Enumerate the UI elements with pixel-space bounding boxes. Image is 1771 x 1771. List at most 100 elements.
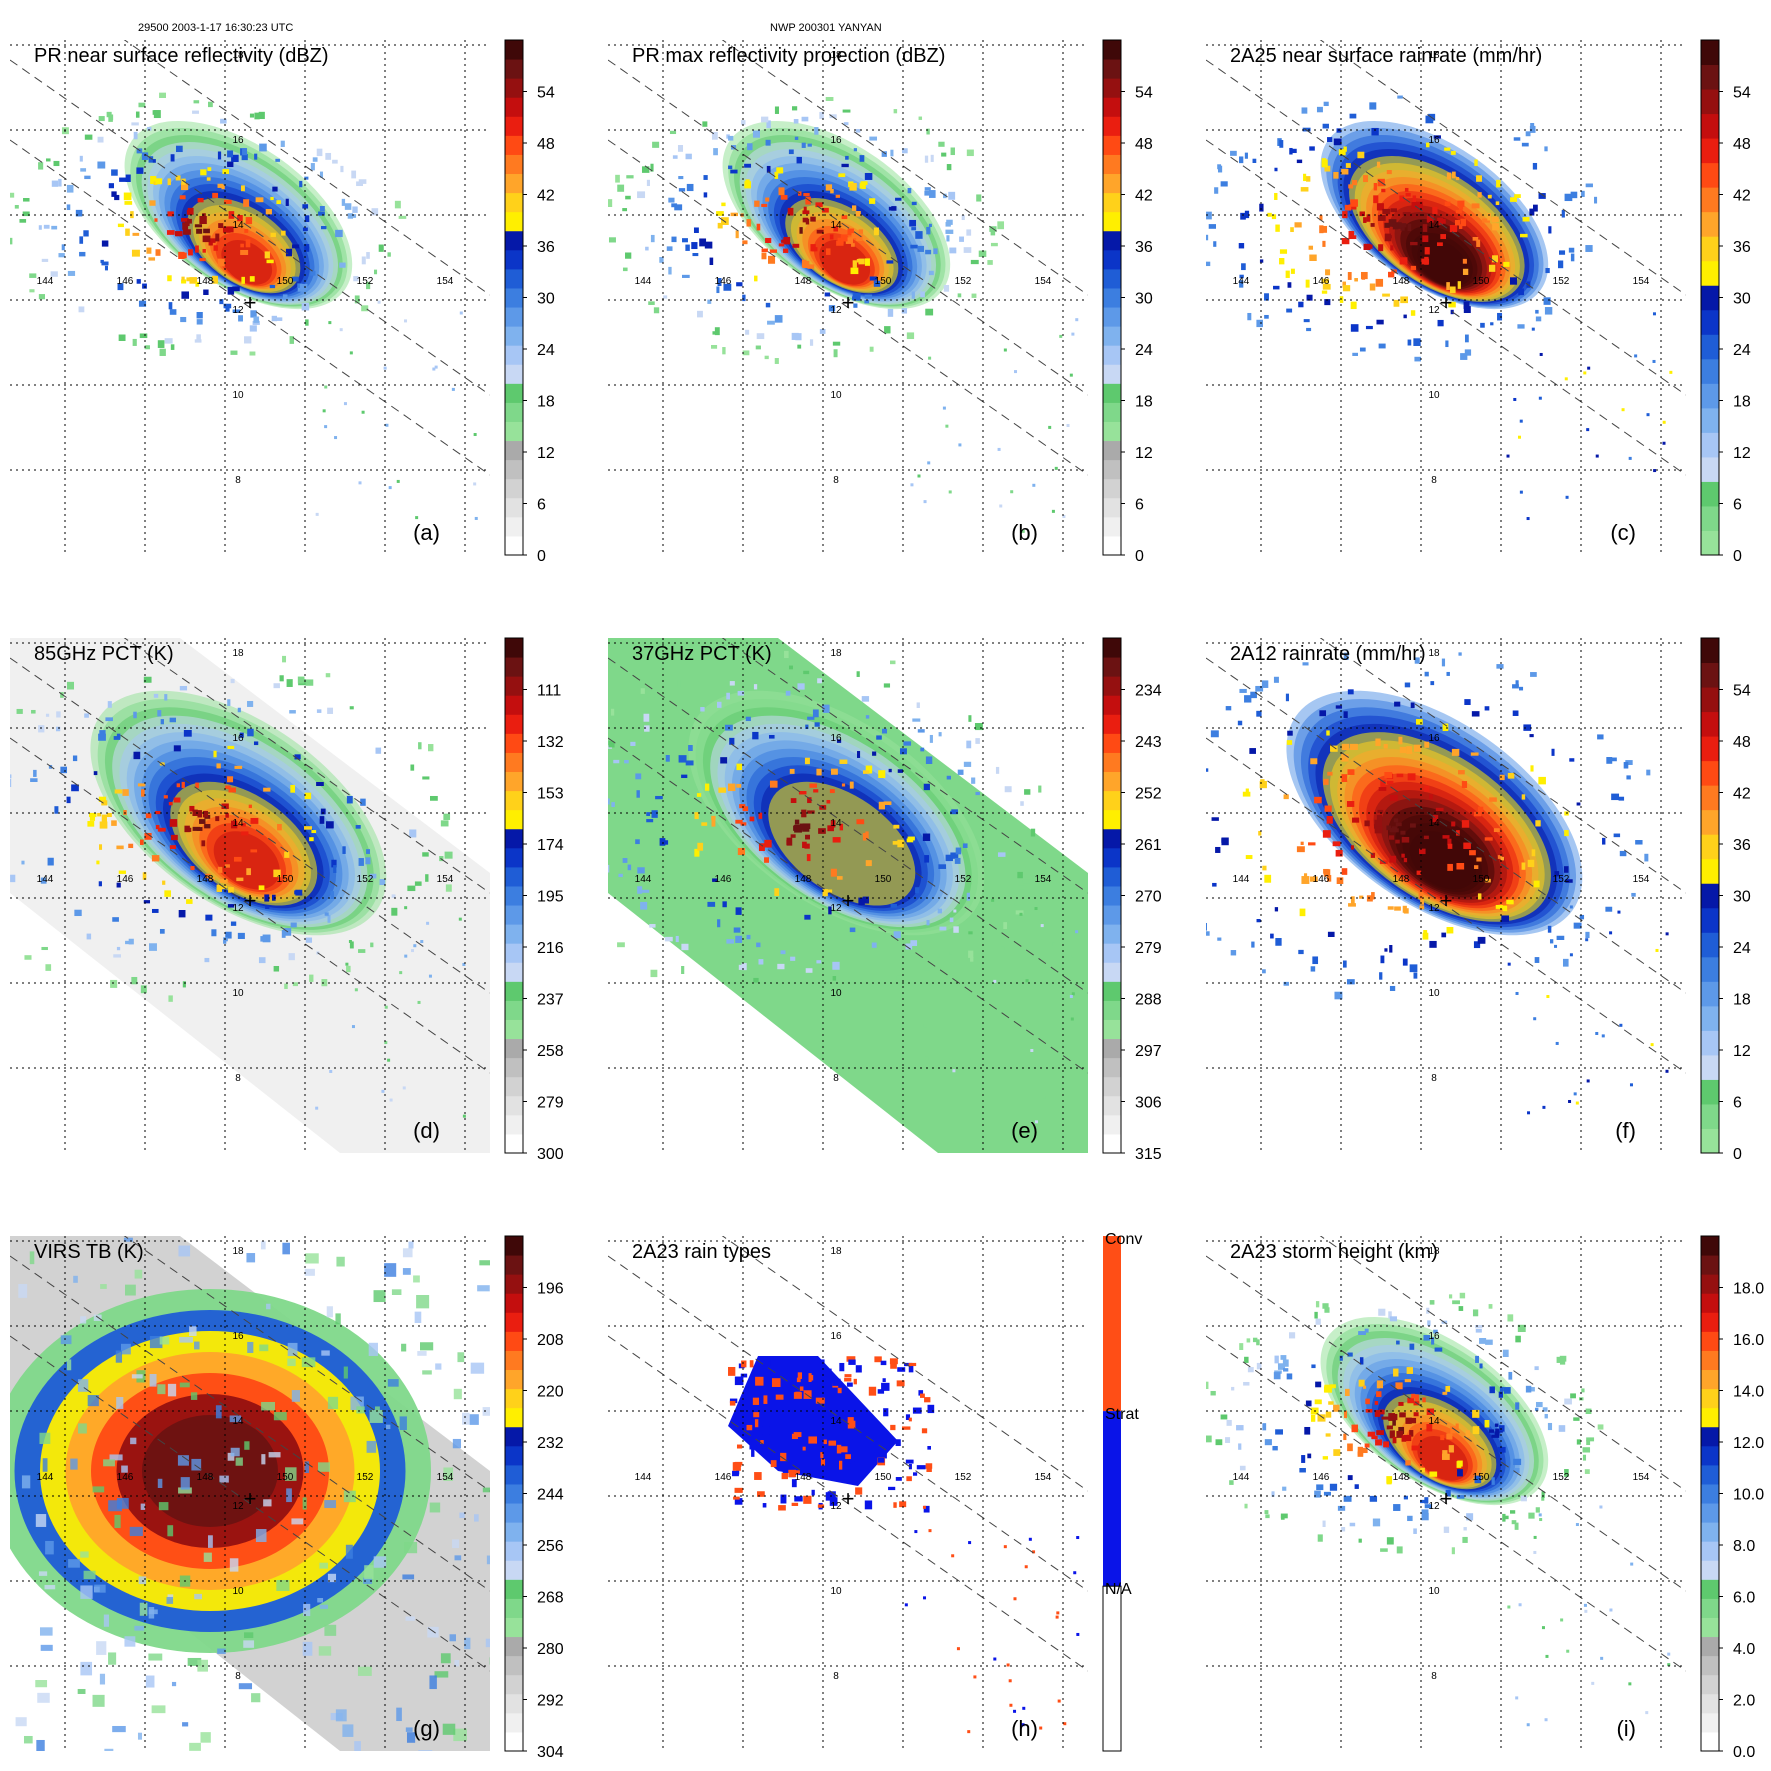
- precip-pixel: [1373, 195, 1379, 204]
- rain-type-pixel: [817, 1504, 825, 1508]
- precip-pixel: [1465, 1430, 1470, 1438]
- rain-type-pixel: [912, 1472, 918, 1476]
- cloud-top-pixel: [286, 1488, 292, 1503]
- precip-pixel: [1450, 1426, 1456, 1434]
- colorbar-tick-label: 30: [537, 291, 555, 308]
- colorbar-segment: [1103, 478, 1121, 499]
- precip-pixel: [131, 249, 140, 257]
- precip-pixel: [945, 854, 953, 862]
- precip-pixel: [1225, 706, 1232, 711]
- colorbar-segment: [505, 1598, 523, 1618]
- precip-pixel: [1395, 222, 1402, 229]
- precip-pixel: [924, 187, 931, 191]
- precip-pixel: [146, 247, 152, 254]
- precip-pixel: [358, 949, 366, 953]
- precip-pixel: [1378, 214, 1386, 221]
- precip-pixel: [324, 385, 328, 389]
- precip-pixel: [1475, 1328, 1482, 1333]
- precip-pixel: [911, 291, 915, 299]
- precip-pixel: [1251, 941, 1255, 948]
- precip-pixel: [245, 217, 252, 224]
- rain-type-pixel: [921, 1428, 928, 1434]
- colorbar-segment: [505, 828, 523, 849]
- precip-pixel: [1492, 223, 1500, 231]
- rain-type-pixel: [771, 1378, 781, 1387]
- precip-pixel: [943, 193, 947, 199]
- precip-pixel: [230, 226, 234, 233]
- rain-type-pixel: [839, 1421, 844, 1431]
- precip-pixel: [1206, 1435, 1212, 1443]
- precip-pixel: [1484, 1419, 1490, 1428]
- precip-pixel: [242, 148, 248, 156]
- precip-pixel: [1464, 334, 1469, 343]
- precip-pixel: [1357, 151, 1365, 159]
- precip-pixel: [279, 675, 284, 682]
- colorbar-tick-label: 36: [537, 239, 555, 256]
- colorbar-segment: [1103, 192, 1121, 213]
- precip-pixel: [1324, 1384, 1333, 1393]
- precip-pixel: [1285, 693, 1290, 702]
- precip-pixel: [890, 903, 897, 908]
- precip-pixel: [1273, 676, 1279, 683]
- colorbar-tick-label: 54: [1135, 85, 1153, 102]
- precip-pixel: [1406, 746, 1413, 754]
- colorbar-tick-label: 0.0: [1733, 1744, 1755, 1761]
- precip-pixel: [265, 208, 272, 215]
- precip-pixel: [838, 173, 846, 178]
- precip-pixel: [1348, 184, 1354, 189]
- cloud-top-pixel: [70, 1458, 78, 1470]
- lon-label: 148: [197, 874, 214, 885]
- cloud-top-pixel: [255, 1529, 267, 1543]
- precip-pixel: [1014, 902, 1018, 906]
- rain-type-pixel: [823, 1439, 827, 1445]
- precip-pixel: [277, 824, 282, 831]
- colorbar-strat: [1103, 1411, 1121, 1587]
- colorbar-segment: [1103, 40, 1121, 60]
- precip-pixel: [411, 949, 415, 953]
- precip-pixel: [694, 848, 700, 857]
- precip-pixel: [595, 773, 602, 778]
- precip-pixel: [1573, 1092, 1577, 1096]
- precip-pixel: [155, 249, 161, 256]
- precip-pixel: [1324, 805, 1332, 812]
- colorbar-segment: [505, 1560, 523, 1580]
- precip-pixel: [778, 243, 785, 247]
- cloud-top-pixel: [324, 1624, 337, 1636]
- lon-label: 144: [635, 1472, 652, 1483]
- precip-pixel: [970, 259, 979, 265]
- precip-pixel: [21, 860, 25, 865]
- precip-pixel: [1429, 1471, 1438, 1477]
- precip-pixel: [882, 728, 888, 734]
- precip-pixel: [353, 276, 359, 282]
- precip-pixel: [47, 857, 54, 866]
- precip-pixel: [1413, 1528, 1417, 1534]
- precip-pixel: [928, 270, 934, 276]
- precip-pixel: [928, 356, 932, 360]
- precip-pixel: [1549, 939, 1554, 944]
- precip-pixel: [929, 734, 933, 743]
- colorbar-segment: [1701, 907, 1719, 933]
- colorbar-segment: [1103, 211, 1121, 232]
- precip-pixel: [691, 242, 698, 250]
- precip-pixel: [1477, 893, 1482, 900]
- cloud-top-pixel: [66, 1359, 72, 1371]
- precip-pixel: [138, 300, 147, 307]
- precip-pixel: [841, 783, 846, 787]
- precip-pixel: [249, 351, 256, 356]
- precip-pixel: [945, 424, 949, 428]
- precip-pixel: [801, 809, 807, 818]
- precip-pixel: [941, 152, 947, 157]
- precip-pixel: [1333, 138, 1342, 146]
- cloud-top-pixel: [103, 1614, 110, 1627]
- precip-pixel: [1171, 850, 1176, 855]
- precip-pixel: [821, 207, 829, 213]
- precip-pixel: [373, 269, 378, 275]
- precip-pixel: [1409, 1417, 1417, 1424]
- precip-pixel: [1327, 137, 1333, 143]
- precip-pixel: [1466, 1513, 1474, 1521]
- precip-pixel: [0, 907, 4, 911]
- precip-pixel: [87, 821, 95, 827]
- precip-pixel: [1071, 332, 1075, 336]
- precip-pixel: [98, 116, 105, 122]
